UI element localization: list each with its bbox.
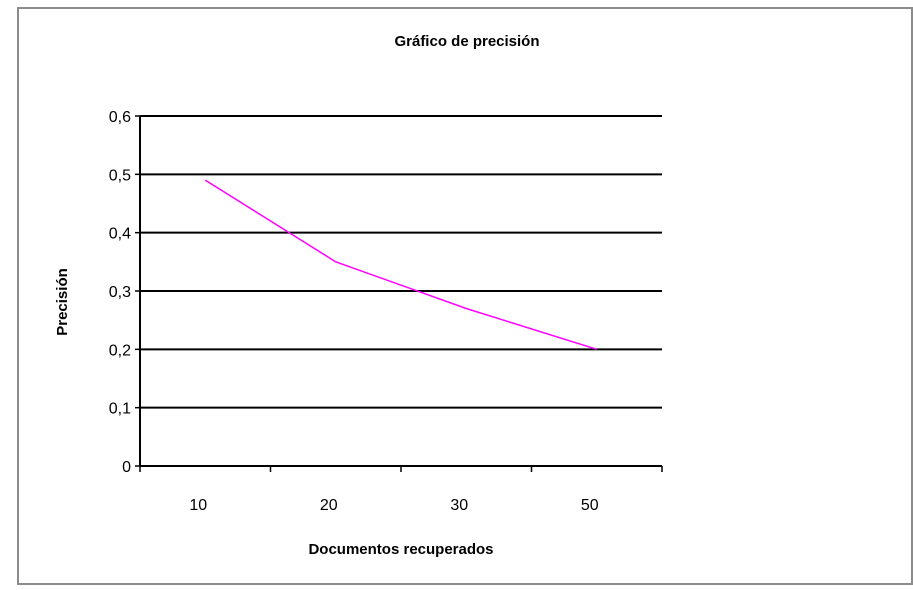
series-line bbox=[204, 179, 597, 351]
y-tick-label: 0,5 bbox=[109, 167, 131, 184]
x-axis-tick-labels: 10 20 30 50 bbox=[189, 497, 598, 514]
x-tick-label: 20 bbox=[320, 497, 338, 514]
y-axis-title: Precisión bbox=[54, 268, 71, 336]
y-tick-label: 0,2 bbox=[109, 342, 131, 359]
x-tick-label: 10 bbox=[189, 497, 207, 514]
y-tick-label: 0,4 bbox=[109, 226, 131, 243]
y-axis-tick-labels: 0 0,1 0,2 0,3 0,4 0,5 0,6 bbox=[109, 109, 131, 476]
y-tick-label: 0,1 bbox=[109, 401, 131, 418]
x-tick-label: 50 bbox=[581, 497, 599, 514]
x-axis-title: Documentos recuperados bbox=[308, 541, 493, 558]
chart-border bbox=[17, 7, 913, 585]
tick-marks bbox=[135, 115, 663, 472]
series-lines bbox=[204, 179, 597, 351]
y-tick-label: 0,6 bbox=[109, 109, 131, 126]
chart-title: Gráfico de precisión bbox=[394, 33, 539, 50]
x-tick-label: 30 bbox=[450, 497, 468, 514]
grid-lines bbox=[140, 115, 662, 409]
y-tick-label: 0,3 bbox=[109, 284, 131, 301]
y-tick-label: 0 bbox=[122, 459, 131, 476]
